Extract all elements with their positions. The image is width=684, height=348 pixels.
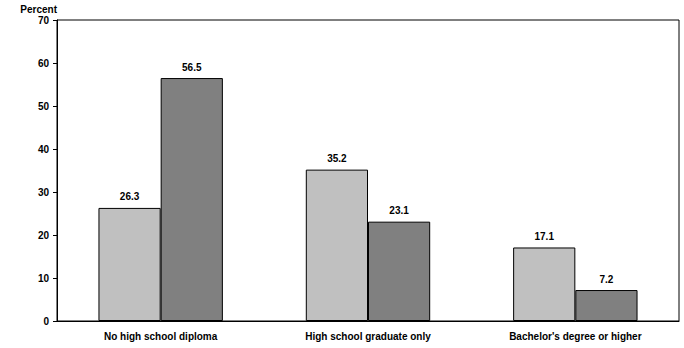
- svg-text:70: 70: [38, 15, 50, 26]
- svg-text:60: 60: [38, 58, 50, 69]
- svg-text:High school graduate only: High school graduate only: [305, 331, 431, 342]
- svg-text:0: 0: [43, 316, 49, 327]
- svg-text:56.5: 56.5: [182, 62, 202, 73]
- svg-text:30: 30: [38, 187, 50, 198]
- svg-text:17.1: 17.1: [534, 231, 554, 242]
- svg-text:50: 50: [38, 101, 50, 112]
- svg-text:20: 20: [38, 230, 50, 241]
- svg-text:Percent: Percent: [20, 4, 57, 15]
- svg-text:Bachelor's degree or higher: Bachelor's degree or higher: [509, 331, 642, 342]
- svg-text:23.1: 23.1: [389, 205, 409, 216]
- svg-text:35.2: 35.2: [327, 153, 347, 164]
- svg-text:No high school diploma: No high school diploma: [104, 331, 218, 342]
- svg-text:7.2: 7.2: [599, 274, 613, 285]
- svg-text:40: 40: [38, 144, 50, 155]
- svg-text:10: 10: [38, 273, 50, 284]
- svg-text:26.3: 26.3: [120, 191, 140, 202]
